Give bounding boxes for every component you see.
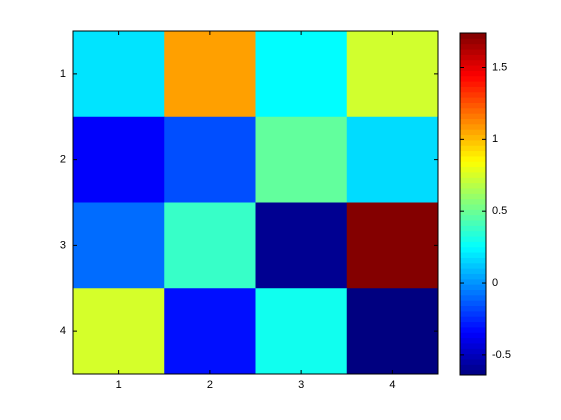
colorbar-swatch xyxy=(460,187,486,194)
colorbar-swatch xyxy=(460,209,486,216)
colorbar-swatch xyxy=(460,193,486,200)
colorbar-swatch xyxy=(460,33,486,39)
heatmap-cell xyxy=(164,31,256,118)
x-tick-label: 4 xyxy=(389,379,395,391)
colorbar-swatch xyxy=(460,369,486,376)
heatmap-cell xyxy=(73,288,165,375)
colorbar-swatch xyxy=(460,134,486,141)
y-tick-label: 2 xyxy=(60,154,66,166)
colorbar-swatch xyxy=(460,348,486,355)
heatmap-cell xyxy=(164,202,256,289)
colorbar-swatch xyxy=(460,70,486,77)
colorbar-swatch xyxy=(460,321,486,328)
colorbar-swatch xyxy=(460,43,486,50)
colorbar-swatch xyxy=(460,166,486,173)
heatmap-cell xyxy=(164,288,256,375)
colorbar-swatch xyxy=(460,49,486,55)
colorbar-swatch xyxy=(460,268,486,274)
colorbar-swatch xyxy=(460,326,486,333)
heatmap-cell xyxy=(73,31,165,118)
colorbar-tick-label: 1.5 xyxy=(492,61,507,73)
colorbar-swatch xyxy=(460,75,486,82)
colorbar-swatch xyxy=(460,150,486,157)
colorbar-swatch xyxy=(460,155,486,162)
y-tick-label: 1 xyxy=(60,68,66,80)
x-tick-label: 2 xyxy=(207,379,213,391)
colorbar-swatch xyxy=(460,342,486,349)
heatmap-cell xyxy=(73,202,165,289)
x-tick-label: 1 xyxy=(116,379,122,391)
heatmap-cell xyxy=(346,31,439,118)
colorbar-swatch xyxy=(460,129,486,136)
colorbar-swatch xyxy=(460,332,486,339)
colorbar-frame xyxy=(459,32,487,376)
colorbar-swatch xyxy=(460,252,486,258)
colorbar-swatch xyxy=(460,278,486,285)
heatmap-cell xyxy=(164,116,256,203)
colorbar-swatch xyxy=(460,86,486,93)
colorbar-swatch xyxy=(460,113,486,119)
colorbar-swatch xyxy=(460,353,486,360)
colorbar-swatch xyxy=(460,145,486,152)
heatmap-cell xyxy=(346,116,439,203)
colorbar-swatch xyxy=(460,171,486,178)
colorbar-swatch xyxy=(460,294,486,301)
y-tick-label: 4 xyxy=(60,325,66,337)
colorbar-swatch xyxy=(460,262,486,269)
heatmap-cell xyxy=(255,288,348,375)
colorbar-swatch xyxy=(460,65,486,71)
colorbar-swatch xyxy=(460,305,486,312)
colorbar-swatch xyxy=(460,225,486,232)
colorbar-swatch xyxy=(460,316,486,323)
plot-frame xyxy=(72,30,439,375)
colorbar-tick-label: 0.5 xyxy=(492,205,507,217)
colorbar-swatch xyxy=(460,310,486,317)
colorbar-swatch xyxy=(460,81,486,87)
colorbar-swatch xyxy=(460,139,486,146)
colorbar-swatch xyxy=(460,241,486,248)
colorbar-swatch xyxy=(460,198,486,205)
colorbar-swatch xyxy=(460,161,486,168)
y-tick-label: 3 xyxy=(60,239,66,251)
colorbar-swatch xyxy=(460,236,486,242)
colorbar-tick-label: 1 xyxy=(492,133,498,145)
colorbar-swatch xyxy=(460,204,486,210)
colorbar-tick-label: 0 xyxy=(492,277,498,289)
colorbar-swatch xyxy=(460,107,486,114)
colorbar-tick-label: -0.5 xyxy=(492,349,511,361)
colorbar-swatch xyxy=(460,38,486,45)
heatmap-cell xyxy=(73,116,165,203)
heatmap-cell xyxy=(255,116,348,203)
colorbar-swatch xyxy=(460,91,486,98)
colorbar-swatch xyxy=(460,230,486,237)
colorbar-swatch xyxy=(460,177,486,184)
colorbar-swatch xyxy=(460,102,486,109)
colorbar-swatch xyxy=(460,300,486,307)
colorbar-swatch xyxy=(460,289,486,296)
colorbar-swatch xyxy=(460,358,486,365)
colorbar-swatch xyxy=(460,246,486,253)
colorbar-swatch xyxy=(460,123,486,130)
colorbar-swatch xyxy=(460,337,486,344)
colorbar-swatch xyxy=(460,97,486,103)
colorbar-swatch xyxy=(460,118,486,125)
heatmap-cell xyxy=(346,288,439,375)
heatmap-cell xyxy=(255,31,348,118)
colorbar-swatch xyxy=(460,54,486,61)
colorbar-swatch xyxy=(460,182,486,189)
heatmap-cell xyxy=(346,202,439,289)
colorbar-swatch xyxy=(460,257,486,264)
colorbar-swatch xyxy=(460,284,486,290)
x-tick-label: 3 xyxy=(298,379,304,391)
colorbar-swatch xyxy=(460,273,486,280)
colorbar-swatch xyxy=(460,220,486,226)
colorbar-swatch xyxy=(460,59,486,66)
colorbar-swatch xyxy=(460,364,486,371)
colorbar-swatch xyxy=(460,214,486,221)
heatmap-cell xyxy=(255,202,348,289)
